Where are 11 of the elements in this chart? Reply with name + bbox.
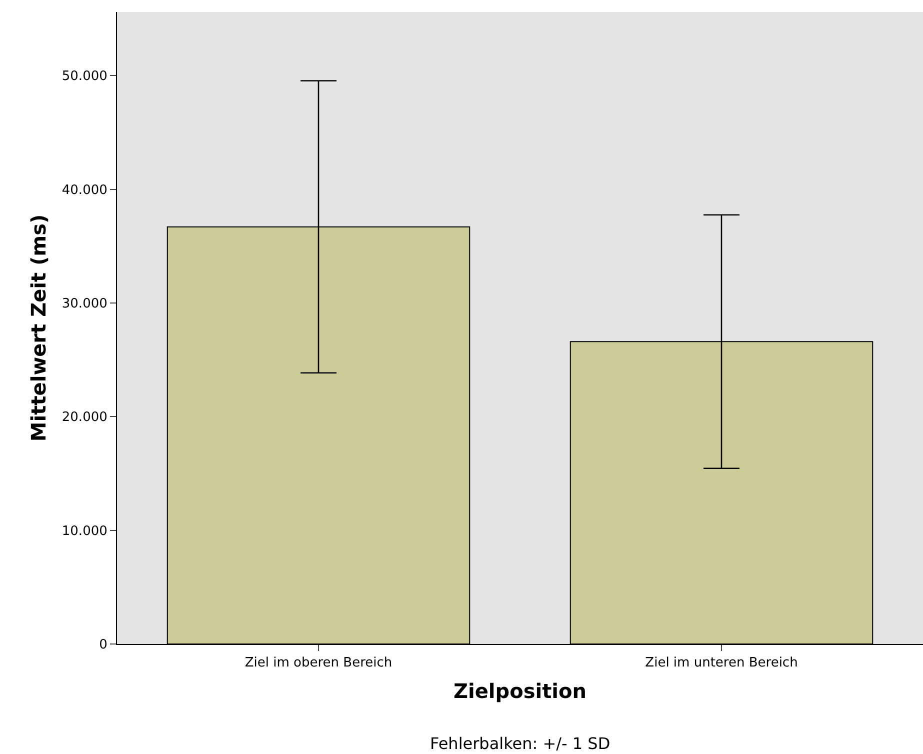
x-axis-title: Zielposition xyxy=(454,679,586,704)
y-tick-label: 0 xyxy=(99,638,108,653)
x-tick-label: Ziel im unteren Bereich xyxy=(645,656,798,671)
y-tick-label: 20.000 xyxy=(62,410,108,426)
y-tick-label: 40.000 xyxy=(62,182,108,198)
y-axis-title: Mittelwert Zeit (ms) xyxy=(26,214,50,442)
text: Fehlerbalken: +/- 1 SD xyxy=(430,734,610,753)
x-tick-label: Ziel im oberen Bereich xyxy=(244,656,392,671)
y-tick-label: 30.000 xyxy=(62,296,108,312)
y-tick-label: 50.000 xyxy=(62,69,108,84)
y-tick-label: 10.000 xyxy=(62,524,108,539)
